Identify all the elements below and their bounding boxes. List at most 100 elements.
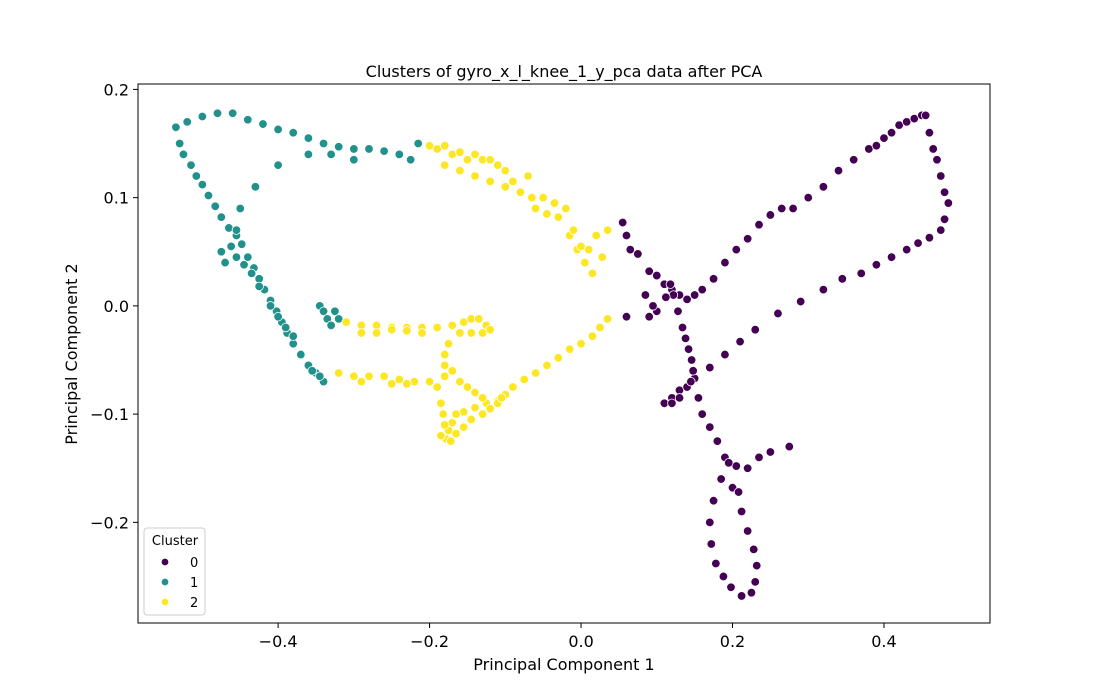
series-0: [617, 110, 954, 601]
plot-frame: [137, 83, 991, 624]
data-point: [356, 376, 367, 387]
data-point: [280, 322, 291, 333]
data-point: [595, 322, 605, 333]
data-point: [530, 368, 541, 378]
data-point: [576, 339, 586, 349]
data-point: [706, 539, 717, 549]
data-point: [720, 257, 730, 268]
data-point: [530, 203, 541, 214]
data-point: [455, 376, 465, 387]
data-point: [212, 108, 223, 118]
data-point: [871, 140, 882, 151]
data-point: [438, 409, 448, 419]
data-point: [466, 414, 476, 425]
data-point: [833, 165, 844, 176]
data-point: [837, 274, 848, 284]
data-point: [387, 379, 397, 389]
data-point: [485, 404, 495, 414]
data-point: [474, 314, 484, 324]
data-point: [424, 376, 435, 387]
data-point: [303, 149, 314, 160]
data-point: [197, 111, 208, 122]
data-point: [932, 155, 942, 165]
data-point: [371, 328, 382, 338]
data-point: [515, 187, 526, 197]
data-point: [455, 328, 465, 338]
series-2: [333, 140, 613, 446]
data-point: [795, 296, 806, 307]
data-point: [451, 428, 461, 439]
data-point: [519, 374, 529, 385]
data-point: [500, 165, 511, 176]
data-point: [886, 127, 897, 138]
points-layer: [171, 108, 954, 601]
y-tick-label: −0.2: [90, 513, 129, 532]
x-tick-label: −0.4: [259, 632, 298, 651]
data-point: [765, 210, 776, 220]
data-point: [288, 127, 298, 138]
data-point: [720, 349, 730, 360]
data-point: [621, 230, 632, 241]
data-point: [402, 326, 412, 336]
data-point: [470, 387, 480, 398]
data-point: [724, 458, 734, 468]
legend-label: 0: [190, 556, 198, 571]
data-point: [440, 349, 450, 360]
data-point: [621, 312, 632, 322]
legend: Cluster 0 1 2: [143, 527, 206, 616]
data-point: [462, 382, 473, 392]
legend-title: Cluster: [152, 534, 199, 549]
data-point: [742, 234, 753, 244]
data-point: [848, 155, 859, 165]
data-point: [733, 487, 744, 497]
data-point: [705, 362, 715, 373]
data-point: [265, 301, 276, 311]
data-point: [203, 190, 214, 201]
data-point: [602, 225, 613, 235]
data-point: [742, 463, 753, 473]
data-point: [440, 360, 450, 371]
data-point: [936, 171, 946, 181]
legend-label: 1: [190, 576, 198, 591]
data-point: [871, 260, 882, 270]
data-point: [777, 203, 787, 214]
y-tick-label: 0.1: [104, 189, 129, 208]
data-point: [549, 198, 560, 208]
x-tick-label: −0.2: [410, 632, 449, 651]
data-point: [174, 138, 185, 149]
data-point: [387, 324, 397, 335]
legend-frame: [143, 527, 206, 616]
data-point: [303, 133, 314, 143]
data-point: [661, 292, 671, 302]
data-point: [186, 160, 196, 170]
data-point: [250, 182, 261, 192]
data-point: [564, 344, 575, 354]
y-tick-label: 0.0: [104, 297, 129, 316]
data-point: [693, 393, 704, 403]
data-point: [436, 398, 446, 408]
data-point: [171, 122, 181, 132]
data-point: [754, 219, 764, 230]
data-point: [307, 366, 317, 376]
chart-title: Clusters of gyro_x_l_knee_1_y_pca data a…: [366, 62, 763, 82]
data-point: [640, 290, 651, 300]
data-point: [216, 212, 227, 222]
data-point: [356, 328, 367, 338]
data-point: [773, 308, 783, 319]
x-tick-label: 0.4: [871, 632, 896, 651]
data-point: [231, 225, 242, 235]
data-point: [726, 582, 736, 592]
data-point: [939, 214, 950, 224]
data-point: [349, 371, 359, 381]
data-point: [349, 144, 359, 154]
data-point: [443, 339, 454, 349]
data-point: [364, 371, 374, 381]
data-point: [788, 203, 798, 214]
data-point: [178, 149, 189, 160]
data-point: [341, 317, 351, 327]
data-point: [818, 182, 829, 192]
data-point: [617, 217, 628, 228]
data-point: [688, 366, 698, 376]
data-point: [765, 447, 776, 457]
data-point: [928, 144, 938, 154]
